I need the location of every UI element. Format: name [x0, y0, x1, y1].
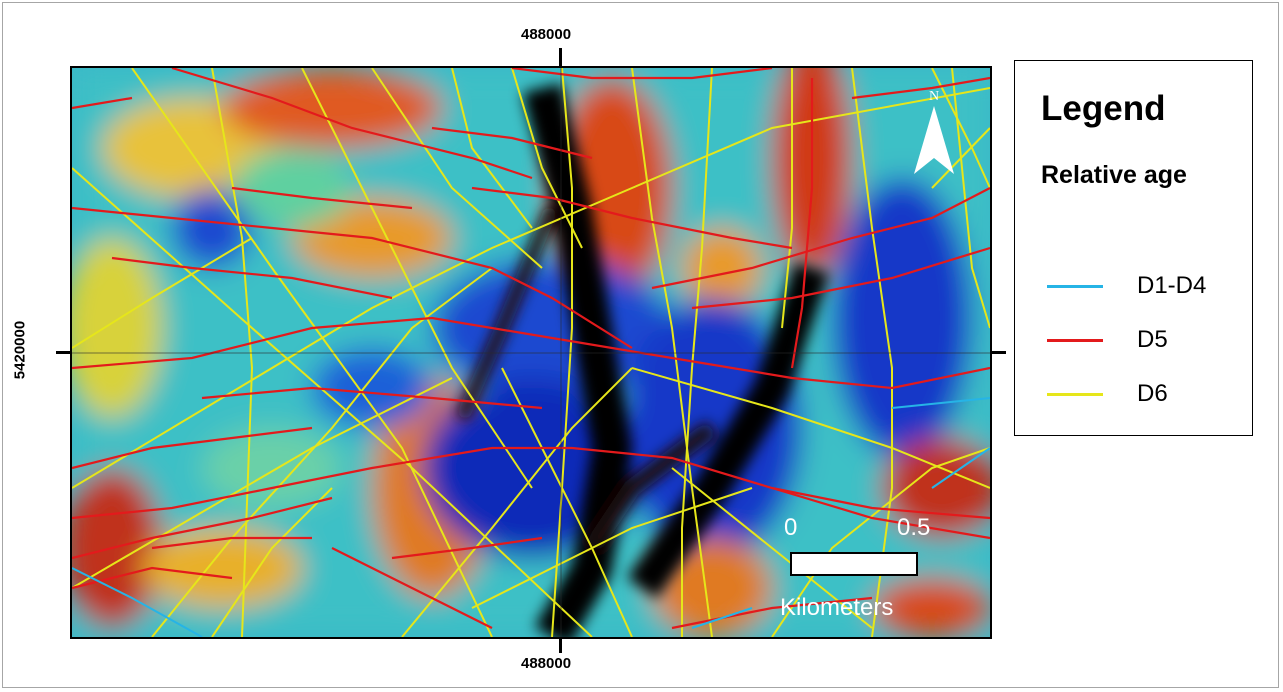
tick-bottom: [559, 639, 562, 653]
legend-subtitle: Relative age: [1041, 161, 1187, 189]
legend-item-d6: D6: [1047, 379, 1168, 409]
lineaments-d6: [72, 68, 990, 637]
legend-label: D1-D4: [1137, 272, 1207, 299]
map-canvas: [72, 68, 990, 637]
tick-left: [56, 351, 70, 354]
legend-title: Legend: [1041, 89, 1166, 128]
legend-swatch-d6: [1047, 392, 1103, 396]
legend-swatch-d5: [1047, 338, 1103, 342]
raster-dark-layer: [455, 83, 830, 637]
lineaments-d1d4: [72, 397, 990, 637]
scale-label-end: 0.5: [897, 514, 931, 541]
legend-item-d1d4: D1-D4: [1047, 271, 1206, 301]
lineaments-d5: [72, 68, 990, 630]
legend-label: D5: [1137, 326, 1168, 353]
legend-swatch-d1d4: [1047, 284, 1103, 288]
coordinate-label-top: 488000: [521, 26, 572, 43]
north-arrow: N: [910, 88, 958, 178]
north-arrow-icon: N: [914, 89, 954, 174]
map-panel[interactable]: [70, 66, 992, 639]
legend-label: D6: [1137, 380, 1168, 407]
coordinate-label-left: 5420000: [11, 320, 29, 380]
svg-text:N: N: [929, 89, 939, 104]
legend-item-d5: D5: [1047, 325, 1168, 355]
coordinate-label-bottom: 488000: [521, 655, 572, 672]
tick-top: [559, 48, 562, 66]
legend-box: Legend Relative age D1-D4 D5 D6: [1014, 60, 1253, 436]
scale-label-start: 0: [784, 514, 798, 541]
scale-bar: [790, 552, 918, 576]
tick-right: [992, 351, 1006, 354]
scale-units: Kilometers: [780, 594, 894, 621]
